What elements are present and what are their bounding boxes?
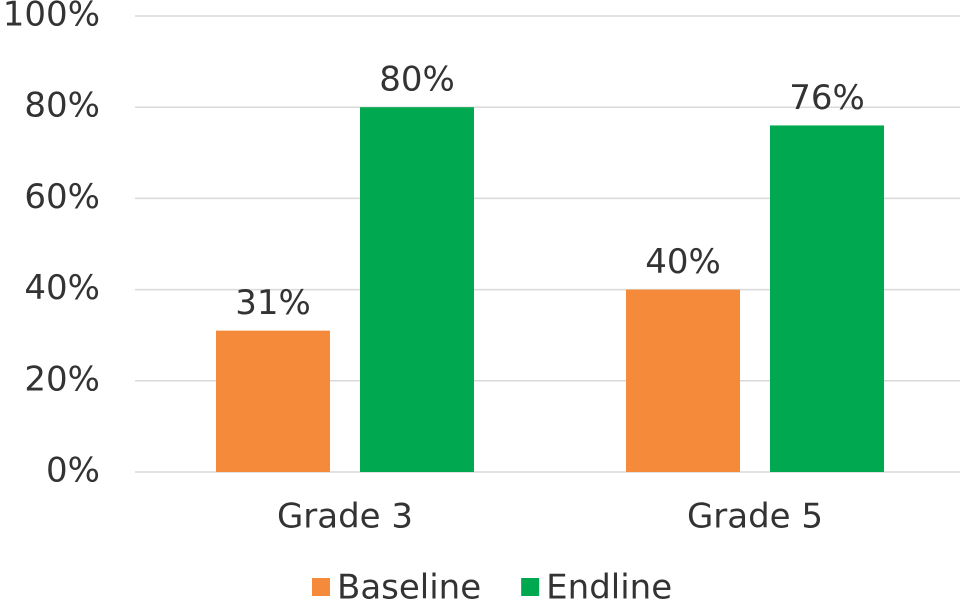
y-tick-label: 100% <box>3 0 100 35</box>
y-tick-label: 60% <box>24 177 100 217</box>
legend-label: Baseline <box>337 568 481 604</box>
data-label: 31% <box>235 283 311 323</box>
data-label: 80% <box>379 60 455 100</box>
bar <box>216 330 330 472</box>
legend-label: Endline <box>546 568 672 604</box>
y-tick-label: 80% <box>24 86 100 126</box>
data-label: 76% <box>789 78 865 118</box>
x-tick-label: Grade 3 <box>277 497 413 537</box>
bar <box>360 107 474 472</box>
y-tick-label: 0% <box>46 451 100 491</box>
bar <box>770 125 884 472</box>
legend-swatch <box>521 578 540 596</box>
bar <box>626 289 740 472</box>
x-tick-label: Grade 5 <box>687 497 823 537</box>
legend-swatch <box>312 578 330 596</box>
y-tick-label: 20% <box>24 359 100 399</box>
data-label: 40% <box>645 242 721 282</box>
y-tick-label: 40% <box>24 268 100 308</box>
